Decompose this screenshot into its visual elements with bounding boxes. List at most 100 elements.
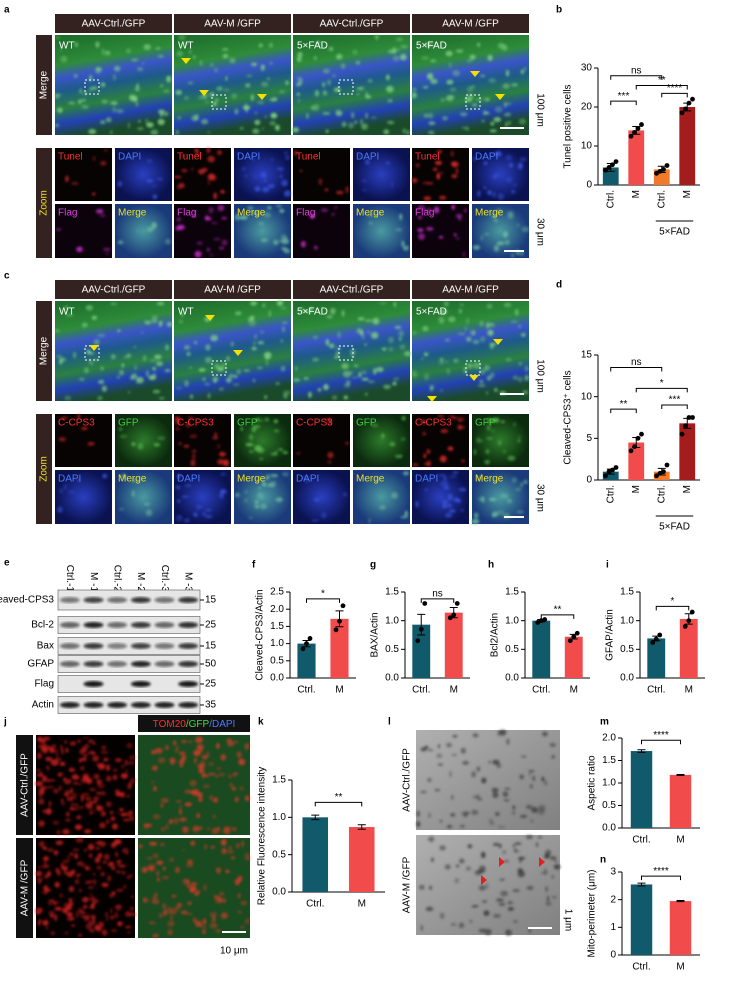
texture-spot <box>264 114 268 119</box>
texture-spot <box>41 775 48 783</box>
protein-label: Actin <box>32 700 54 711</box>
texture-spot <box>54 93 62 97</box>
texture-spot <box>128 391 131 394</box>
texture-spot <box>261 481 266 487</box>
texture-spot <box>156 877 161 882</box>
texture-spot <box>170 895 177 898</box>
texture-spot <box>487 329 494 336</box>
scale-label: 30 μm <box>534 484 545 512</box>
texture-spot <box>220 472 226 477</box>
sig-bracket <box>420 598 455 603</box>
texture-spot <box>449 87 457 92</box>
data-point <box>679 110 685 116</box>
texture-spot <box>285 80 289 86</box>
texture-spot <box>267 184 275 189</box>
texture-spot <box>471 85 476 88</box>
data-point <box>542 617 548 622</box>
texture-spot <box>240 426 243 432</box>
texture-spot <box>416 810 420 818</box>
texture-spot <box>64 740 67 744</box>
texture-spot <box>387 98 393 103</box>
texture-spot <box>265 476 270 481</box>
texture-spot <box>378 302 387 305</box>
zoom-label: DAPI <box>296 474 319 485</box>
texture-spot <box>135 376 140 384</box>
micrograph <box>55 148 112 201</box>
texture-spot <box>94 856 101 864</box>
genotype: 5×FAD <box>416 307 447 318</box>
texture-spot <box>379 505 386 510</box>
texture-spot <box>480 851 486 859</box>
texture-spot <box>41 864 50 868</box>
stain-part: /DAPI <box>209 719 235 730</box>
texture-spot <box>481 900 488 903</box>
y-tick-label: 3 <box>610 867 616 878</box>
texture-spot <box>426 226 434 231</box>
texture-spot <box>58 437 67 442</box>
texture-spot <box>486 322 495 328</box>
bar <box>630 751 653 828</box>
lane-label: Ctrl.-3 <box>159 565 170 593</box>
texture-spot <box>127 782 132 790</box>
texture-spot <box>187 416 195 420</box>
texture-spot <box>394 325 402 330</box>
texture-spot <box>515 487 522 492</box>
texture-spot <box>504 860 509 863</box>
texture-spot <box>82 753 89 757</box>
texture-spot <box>238 758 246 766</box>
texture-spot <box>78 783 82 787</box>
texture-spot <box>80 795 84 803</box>
texture-spot <box>38 744 44 749</box>
texture-spot <box>190 459 196 467</box>
texture-spot <box>440 429 449 434</box>
zoom-label: DAPI <box>415 474 438 485</box>
texture-spot <box>477 42 481 47</box>
texture-spot <box>175 89 183 96</box>
texture-spot <box>273 239 279 245</box>
texture-spot <box>181 495 189 498</box>
texture-spot <box>264 356 271 360</box>
texture-spot <box>35 773 44 777</box>
texture-spot <box>519 157 527 162</box>
texture-spot <box>255 417 261 422</box>
texture-spot <box>188 81 194 84</box>
texture-spot <box>424 462 431 466</box>
zoom-label: Merge <box>356 474 385 485</box>
texture-spot <box>478 928 487 933</box>
texture-spot <box>266 77 271 80</box>
texture-spot <box>245 83 251 88</box>
data-point <box>639 122 644 127</box>
texture-spot <box>141 866 148 873</box>
data-point <box>635 435 641 441</box>
genotype: 5×FAD <box>297 41 328 52</box>
texture-spot <box>179 762 184 768</box>
texture-spot <box>440 388 443 392</box>
texture-spot <box>263 351 272 359</box>
texture-spot <box>88 905 96 909</box>
texture-spot <box>296 92 301 96</box>
texture-spot <box>83 756 87 762</box>
texture-spot <box>102 860 108 864</box>
texture-spot <box>95 927 103 932</box>
texture-spot <box>84 866 90 870</box>
x-tick-label: Ctrl. <box>532 685 550 696</box>
texture-spot <box>50 759 59 766</box>
texture-spot <box>465 866 472 871</box>
texture-spot <box>312 335 319 340</box>
texture-spot <box>186 912 193 915</box>
panel-letter: g <box>370 560 376 571</box>
texture-spot <box>452 735 458 738</box>
arrowhead <box>470 71 480 77</box>
texture-spot <box>322 90 328 96</box>
texture-spot <box>97 852 103 859</box>
texture-spot <box>399 213 403 221</box>
texture-spot <box>491 512 497 518</box>
texture-spot <box>526 885 534 891</box>
texture-spot <box>371 331 379 339</box>
arrowhead <box>499 857 505 867</box>
x-tick-label: M <box>631 190 642 198</box>
texture-spot <box>82 747 86 753</box>
row-label: Merge <box>39 336 50 365</box>
sig-label: ns <box>432 589 443 600</box>
texture-spot <box>473 448 477 456</box>
